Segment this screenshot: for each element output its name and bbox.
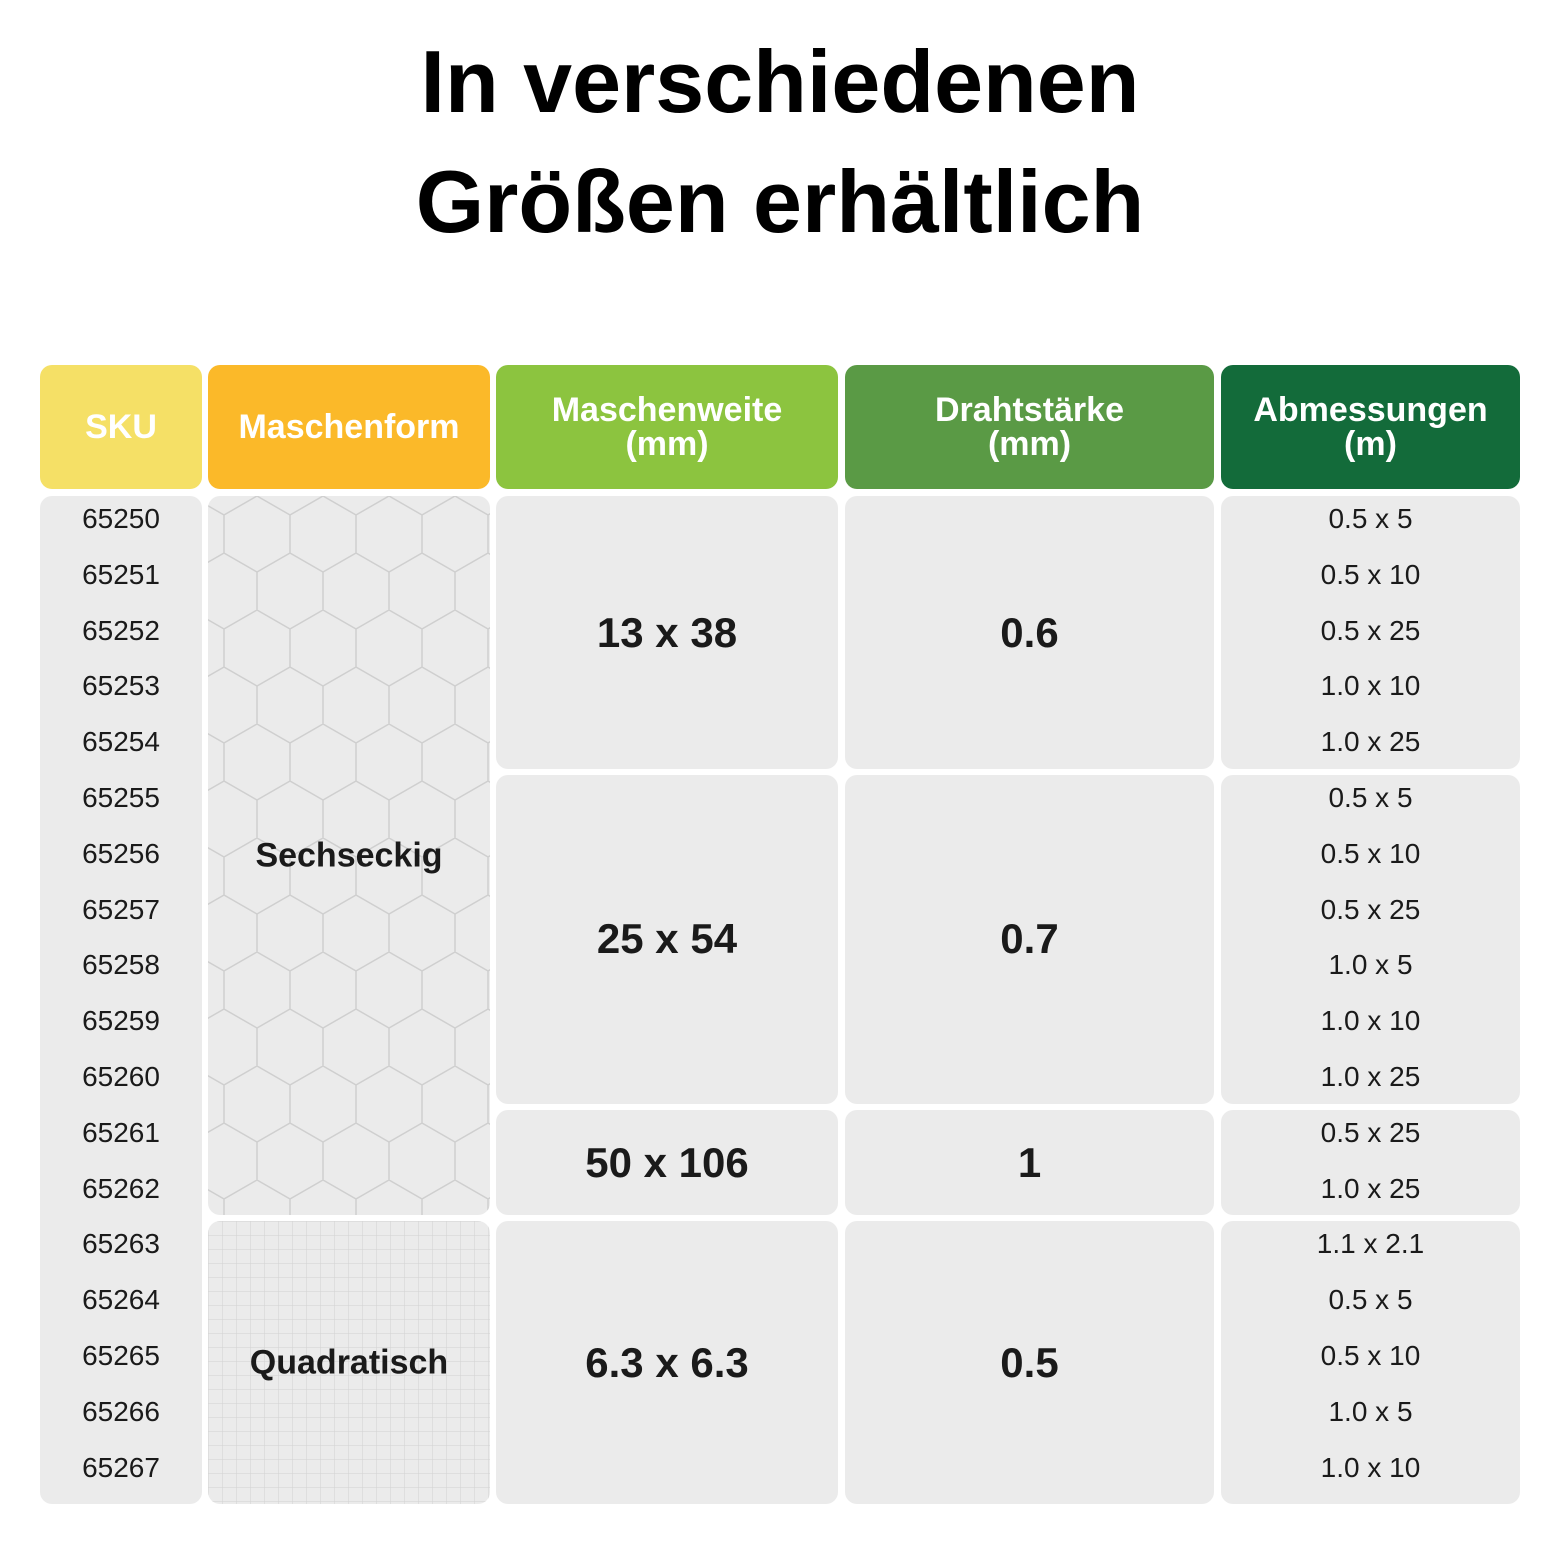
dimension: 1.0 x 10	[1320, 1451, 1421, 1483]
sku: 65261	[82, 1116, 160, 1148]
dimension: 1.1 x 2.1	[1316, 1228, 1425, 1260]
wire-thickness: 0.7	[1000, 915, 1059, 963]
dimension: 1.0 x 10	[1320, 1005, 1421, 1037]
wire-thickness: 0.6	[1000, 608, 1059, 656]
dimension: 0.5 x 5	[1328, 782, 1413, 813]
size-cell: 0.5 x 5 0.5 x 10 0.5 x 25 1.0 x 5 1.0 x 10 1.…	[1221, 775, 1520, 1104]
sku: 65260	[82, 1061, 160, 1092]
header-line: (m)	[1344, 425, 1397, 463]
mesh-width: 50 x 106	[585, 1138, 749, 1186]
mesh-width: 13 x 38	[596, 608, 738, 656]
dimension: 1.0 x 5	[1328, 1395, 1413, 1427]
width-cell: 50 x 106	[496, 1109, 838, 1216]
mesh-width: 6.3 x 6.3	[585, 1338, 749, 1386]
sku: 65266	[82, 1395, 160, 1427]
sku: 65256	[82, 837, 160, 869]
title-line: In verschiedenen	[420, 32, 1140, 131]
sku: 65253	[82, 670, 160, 702]
sku: 65257	[82, 893, 160, 925]
sku: 65252	[82, 614, 160, 646]
header-line: Drahtstärke	[935, 391, 1124, 429]
dimension: 0.5 x 10	[1320, 1339, 1421, 1371]
shape-label: Quadratisch	[249, 1343, 449, 1382]
dimension: 0.5 x 10	[1320, 837, 1421, 869]
shape-cell: Quadratisch	[208, 1221, 490, 1505]
header-line: SKU	[85, 408, 157, 446]
pattern-fill	[208, 496, 490, 1216]
shape-label: Sechseckig	[255, 836, 443, 875]
mesh-pattern	[208, 1221, 490, 1505]
wire-cell: 1	[845, 1109, 1214, 1216]
header-line: Maschenform	[238, 408, 460, 446]
width-cell: 13 x 38	[496, 496, 838, 769]
size-cell: 1.1 x 2.1 0.5 x 5 0.5 x 10 1.0 x 5 1.0 x 10	[1221, 1221, 1520, 1505]
sku: 65262	[82, 1172, 160, 1204]
size-cell: 0.5 x 5 0.5 x 10 0.5 x 25 1.0 x 10 1.0 x 25	[1221, 496, 1520, 769]
dimension: 1.0 x 25	[1320, 726, 1421, 758]
wire-cell: 0.6	[845, 496, 1214, 769]
dimension: 0.5 x 25	[1320, 893, 1421, 925]
header-line: Maschenweite	[551, 391, 783, 429]
sku: 65255	[82, 782, 160, 813]
sku: 65250	[82, 503, 160, 534]
dimension: 0.5 x 5	[1328, 503, 1413, 534]
width-cell: 25 x 54	[496, 775, 838, 1104]
wire-thickness: 1	[1017, 1138, 1042, 1186]
mesh-pattern	[208, 496, 490, 1216]
sku: 65251	[82, 558, 160, 590]
sku: 65254	[82, 726, 160, 758]
column-header: Abmessungen (m)	[1221, 365, 1520, 489]
sku: 65264	[82, 1284, 160, 1316]
dimension: 1.0 x 25	[1320, 1172, 1421, 1204]
dimension: 0.5 x 25	[1320, 1116, 1421, 1148]
dimension: 1.0 x 25	[1320, 1061, 1421, 1092]
wire-cell: 0.7	[845, 775, 1214, 1104]
width-cell: 6.3 x 6.3	[496, 1221, 838, 1505]
column-header: SKU	[40, 365, 202, 489]
column-header: Maschenweite (mm)	[496, 365, 838, 489]
header-line: (mm)	[625, 425, 709, 463]
sku: 65267	[82, 1451, 160, 1483]
mesh-width: 25 x 54	[596, 915, 738, 963]
size-cell: 0.5 x 25 1.0 x 25	[1221, 1109, 1520, 1216]
title-line: Größen erhältlich	[415, 152, 1145, 251]
dimension: 1.0 x 10	[1320, 670, 1421, 702]
shape-cell: Sechseckig	[208, 496, 490, 1216]
dimension: 0.5 x 10	[1320, 558, 1421, 590]
wire-cell: 0.5	[845, 1221, 1214, 1505]
column-header: Drahtstärke (mm)	[845, 365, 1214, 489]
column-header: Maschenform	[208, 365, 490, 489]
wire-thickness: 0.5	[1000, 1338, 1059, 1386]
sku: 65265	[82, 1340, 160, 1371]
dimension: 1.0 x 5	[1328, 949, 1413, 981]
header-line: (mm)	[987, 425, 1072, 463]
sku: 65259	[82, 1005, 160, 1037]
header-line: Abmessungen	[1253, 391, 1488, 429]
pattern-fill	[208, 1221, 490, 1505]
sku-column: 65250 65251 65252 65253 65254 65255 65256 65257…	[40, 496, 202, 1505]
dimension: 0.5 x 25	[1320, 614, 1421, 646]
dimension: 0.5 x 5	[1328, 1284, 1413, 1316]
sku: 65263	[82, 1228, 160, 1260]
sku: 65258	[82, 949, 160, 981]
